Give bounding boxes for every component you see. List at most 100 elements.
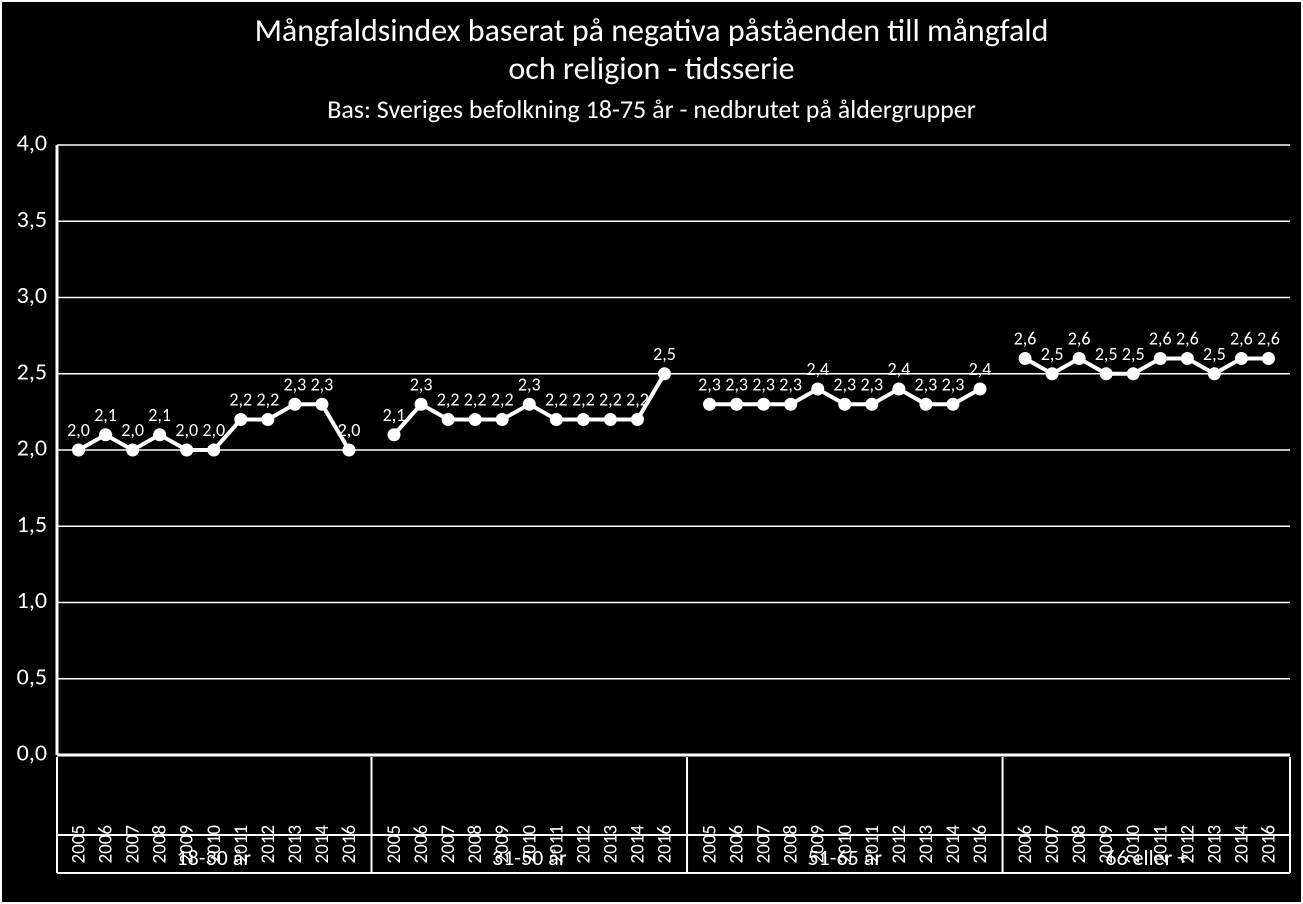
xtick-label: 2006 [726,825,749,864]
series-marker [316,398,328,410]
group-label: 66 eller + [1105,844,1188,871]
data-label: 2,0 [202,419,225,441]
series-marker [604,413,616,425]
ytick-label: 2,0 [17,434,47,463]
data-label: 2,2 [464,388,487,410]
data-label: 2,6 [1257,327,1280,349]
series-marker [73,444,85,456]
xtick-label: 2016 [654,825,677,864]
xtick-label: 2016 [338,825,361,864]
series-marker [631,413,643,425]
xtick-label: 2013 [599,825,622,864]
data-label: 2,5 [653,343,676,365]
data-label: 2,0 [338,419,361,441]
group-label: 18-30 år [176,844,251,871]
series-marker [758,398,770,410]
data-label: 2,2 [256,388,279,410]
data-label: 2,6 [1014,327,1037,349]
xtick-label: 2014 [1230,824,1253,863]
chart-svg: 0,00,51,01,52,02,53,03,54,02,02,12,02,12… [2,125,1303,885]
data-label: 2,3 [410,373,433,395]
data-label: 2,3 [779,373,802,395]
xtick-label: 2014 [626,824,649,863]
group-label: 51-65 år [808,844,883,871]
xtick-label: 2008 [1068,825,1091,864]
ytick-label: 3,0 [17,281,47,310]
data-label: 2,6 [1149,327,1172,349]
xtick-label: 2007 [122,824,145,863]
title-block: Mångfaldsindex baserat på negativa påstå… [2,2,1301,125]
xtick-label: 2016 [969,825,992,864]
xtick-label: 2008 [464,825,487,864]
xtick-label: 2013 [284,825,307,864]
series-marker [1100,368,1112,380]
chart-title-line2: och religion - tidsserie [2,50,1301,88]
series-marker [947,398,959,410]
data-label: 2,6 [1176,327,1199,349]
data-label: 2,0 [121,419,144,441]
series-marker [442,413,454,425]
data-label: 2,3 [942,373,965,395]
xtick-label: 2013 [1203,825,1226,864]
xtick-label: 2014 [311,824,334,863]
series-marker [1073,352,1085,364]
ytick-label: 2,5 [17,357,47,386]
ytick-label: 0,5 [17,662,47,691]
xtick-label: 2016 [1257,825,1280,864]
series-marker [1235,352,1247,364]
series-marker [839,398,851,410]
xtick-label: 2012 [257,825,280,864]
series-marker [388,429,400,441]
data-label: 2,2 [545,388,568,410]
series-marker [181,444,193,456]
ytick-label: 0,0 [17,739,47,768]
xtick-label: 2008 [780,825,803,864]
xtick-label: 2014 [942,824,965,863]
series-marker [974,383,986,395]
xtick-label: 2005 [699,825,722,864]
ytick-label: 1,0 [17,586,47,615]
series-marker [893,383,905,395]
series-marker [1127,368,1139,380]
data-label: 2,3 [698,373,721,395]
data-label: 2,5 [1203,343,1226,365]
series-marker [704,398,716,410]
series-marker [127,444,139,456]
xtick-label: 2005 [68,825,91,864]
data-label: 2,0 [175,419,198,441]
series-marker [1019,352,1031,364]
chart-figure: Mångfaldsindex baserat på negativa påstå… [0,0,1303,904]
series-marker [235,413,247,425]
series-marker [1208,368,1220,380]
series-marker [659,368,671,380]
series-marker [577,413,589,425]
ytick-label: 3,5 [17,205,47,234]
data-label: 2,3 [311,373,334,395]
data-label: 2,2 [572,388,595,410]
ytick-label: 4,0 [17,129,47,158]
xtick-label: 2008 [149,825,172,864]
series-marker [154,429,166,441]
xtick-label: 2006 [95,825,118,864]
chart-title-line1: Mångfaldsindex baserat på negativa påstå… [2,12,1301,50]
series-marker [866,398,878,410]
series-marker [496,413,508,425]
data-label: 2,2 [626,388,649,410]
data-label: 2,2 [229,388,252,410]
series-marker [343,444,355,456]
series-marker [731,398,743,410]
series-marker [262,413,274,425]
data-label: 2,0 [67,419,90,441]
chart-subtitle: Bas: Sveriges befolkning 18-75 år - nedb… [2,93,1301,125]
xtick-label: 2005 [383,825,406,864]
data-label: 2,3 [752,373,775,395]
series-marker [920,398,932,410]
series-marker [550,413,562,425]
series-marker [469,413,481,425]
data-label: 2,6 [1068,327,1091,349]
series-marker [812,383,824,395]
series-marker [785,398,797,410]
xtick-label: 2012 [888,825,911,864]
xtick-label: 2006 [1014,825,1037,864]
data-label: 2,6 [1230,327,1253,349]
